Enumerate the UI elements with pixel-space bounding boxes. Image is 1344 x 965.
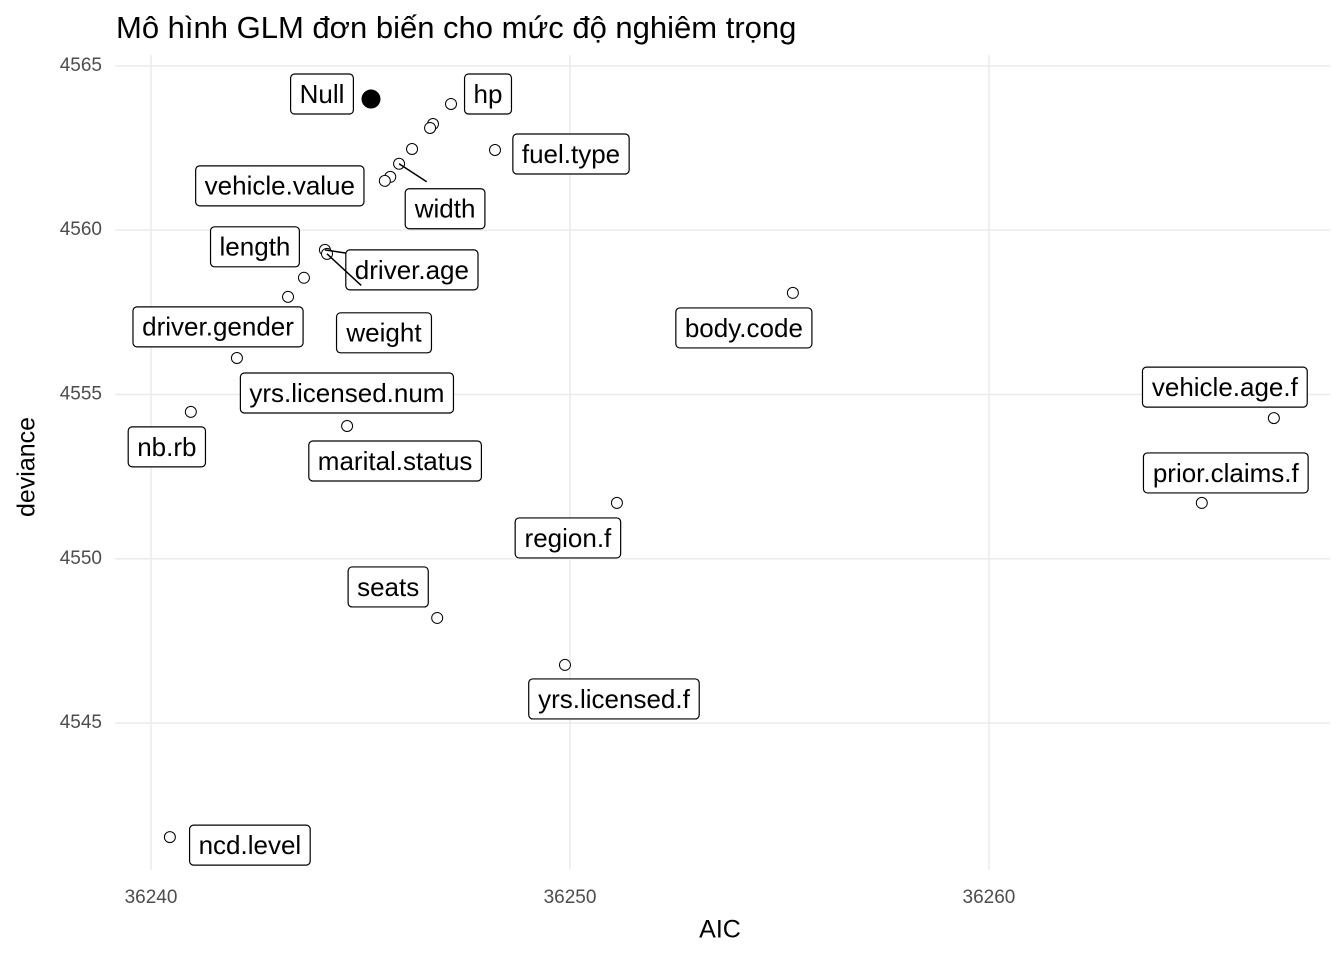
leader-line (398, 163, 428, 183)
label-box (132, 306, 304, 348)
label-box (512, 133, 630, 175)
point-label: driver.gender (142, 312, 294, 342)
point-label: vehicle.age.f (1152, 372, 1299, 402)
point-label: hp (474, 79, 503, 109)
y-tick-label: 4550 (60, 548, 102, 569)
point-label: yrs.licensed.num (249, 378, 444, 408)
point-label: fuel.type (522, 139, 620, 169)
label-box (239, 372, 455, 414)
label-box (1142, 452, 1309, 494)
point-label: body.code (685, 313, 803, 343)
x-tick-label: 36240 (125, 887, 178, 908)
point-label: marital.status (318, 446, 473, 476)
point-label: weight (345, 318, 422, 348)
label-box (528, 678, 700, 720)
point (341, 420, 354, 433)
point-label: Null (300, 79, 345, 109)
label-box (404, 188, 486, 230)
point-label: ncd.level (199, 830, 302, 860)
point (406, 142, 419, 155)
point-label: yrs.licensed.f (538, 684, 690, 714)
point (1195, 496, 1208, 509)
point-label: nb.rb (137, 432, 196, 462)
label-box (463, 73, 513, 115)
label-box (195, 165, 365, 207)
y-tick-label: 4565 (60, 55, 102, 76)
point (610, 496, 623, 509)
leader-line (326, 253, 362, 286)
point (297, 271, 310, 284)
point (184, 405, 197, 418)
y-tick-label: 4560 (60, 219, 102, 240)
point (1267, 412, 1280, 425)
label-box (345, 249, 479, 291)
label-box (335, 312, 433, 354)
label-box (675, 307, 813, 349)
point-label: driver.age (355, 255, 469, 285)
point-label: prior.claims.f (1153, 458, 1300, 488)
label-box (514, 517, 622, 559)
point (361, 89, 381, 109)
label-box (188, 824, 311, 866)
point-label: vehicle.value (205, 171, 355, 201)
point-label: region.f (525, 523, 612, 553)
y-tick-label: 4545 (60, 712, 102, 733)
x-axis-title: AIC (699, 916, 741, 944)
point (786, 286, 799, 299)
label-box (308, 440, 483, 482)
point-label: width (414, 194, 476, 224)
point (424, 121, 437, 134)
label-box (127, 426, 207, 468)
point-label: seats (357, 572, 419, 602)
chart-title: Mô hình GLM đơn biến cho mức độ nghiêm t… (116, 10, 796, 45)
x-tick-label: 36260 (963, 887, 1016, 908)
point (163, 831, 176, 844)
point (282, 290, 295, 303)
point (558, 658, 571, 671)
point (230, 351, 243, 364)
point (489, 143, 502, 156)
y-axis-title: deviance (13, 417, 41, 517)
x-tick-label: 36250 (544, 887, 597, 908)
y-tick-label: 4555 (60, 383, 102, 404)
label-box (209, 226, 300, 268)
label-box (347, 566, 429, 608)
point (431, 611, 444, 624)
label-box (1141, 366, 1308, 408)
point-label: length (220, 232, 291, 262)
point (378, 174, 391, 187)
label-box (289, 73, 354, 115)
point (445, 97, 458, 110)
